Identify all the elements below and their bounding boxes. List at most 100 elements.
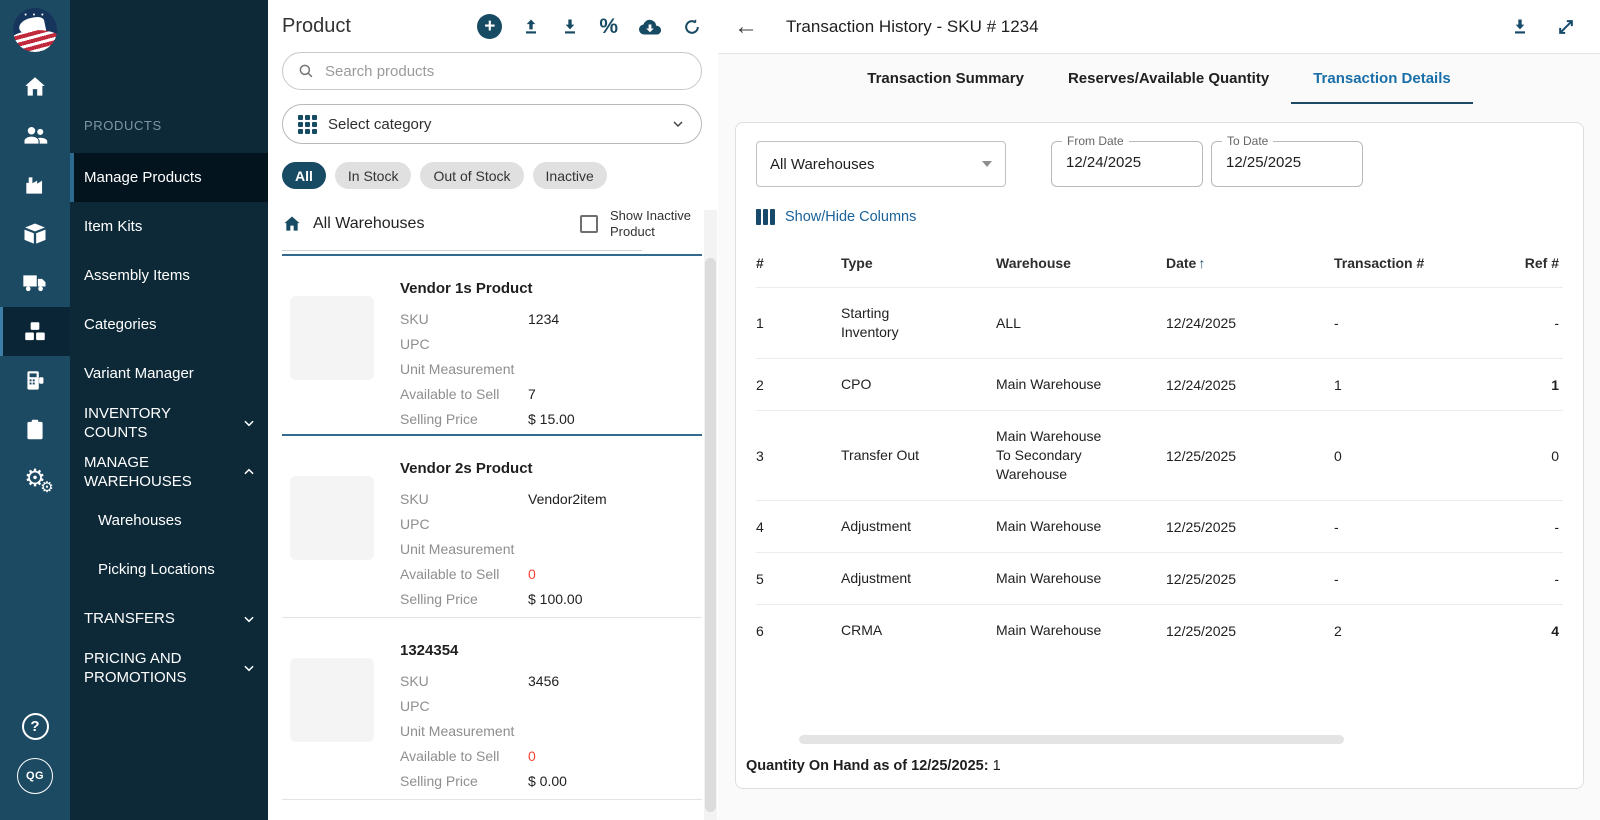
sidebar-item-inventory-counts[interactable]: INVENTORY COUNTS — [70, 398, 268, 447]
sidebar-item-pricing-promotions[interactable]: PRICING AND PROMOTIONS — [70, 643, 268, 692]
sidebar-item-variant-manager[interactable]: Variant Manager — [70, 349, 268, 398]
show-hide-columns-button[interactable]: Show/Hide Columns — [756, 209, 1563, 225]
table-header-row: # Type Warehouse Date↑ Transaction # Ref… — [756, 241, 1563, 288]
sidebar-item-assembly-items[interactable]: Assembly Items — [70, 251, 268, 300]
filter-chip-all[interactable]: All — [282, 162, 326, 189]
scrollbar-thumb[interactable] — [705, 258, 716, 812]
table-row: 3 Transfer Out Main Warehouse To Seconda… — [756, 411, 1563, 501]
quantity-on-hand-value: 1 — [993, 758, 1001, 774]
logo-stripes — [13, 30, 57, 52]
ref-number-link[interactable]: 4 — [1502, 605, 1563, 657]
tab-transaction-summary[interactable]: Transaction Summary — [845, 54, 1046, 104]
product-panel-title: Product — [282, 15, 351, 38]
sidebar-item-transfers[interactable]: TRANSFERS — [70, 594, 268, 643]
filter-chip-out-of-stock[interactable]: Out of Stock — [420, 162, 523, 189]
discount-percent-icon[interactable]: % — [599, 15, 618, 39]
add-product-button[interactable]: + — [477, 14, 502, 39]
cloud-download-icon[interactable] — [637, 16, 663, 38]
chevron-down-icon — [242, 661, 256, 675]
pos-terminal-icon[interactable] — [0, 356, 70, 405]
users-icon[interactable] — [0, 111, 70, 160]
vertical-scrollbar[interactable] — [704, 210, 717, 820]
show-inactive-label: Show Inactive Product — [610, 208, 702, 240]
product-sku: 3456 — [528, 673, 559, 689]
sidebar-item-item-kits[interactable]: Item Kits — [70, 202, 268, 251]
sidebar-item-warehouses[interactable]: Warehouses — [70, 496, 268, 545]
open-box-icon[interactable] — [0, 209, 70, 258]
category-select-value: Select category — [328, 116, 431, 133]
horizontal-scrollbar[interactable] — [799, 735, 1344, 744]
sidebar-item-picking-locations[interactable]: Picking Locations — [70, 545, 268, 594]
col-header-warehouse[interactable]: Warehouse — [996, 241, 1166, 288]
table-row: 4 Adjustment Main Warehouse 12/25/2025 -… — [756, 501, 1563, 553]
product-list: Vendor 1s Product SKU1234 UPC Unit Measu… — [282, 254, 702, 800]
transaction-details-card: All Warehouses From Date 12/24/2025 To D… — [735, 122, 1584, 789]
home-icon[interactable] — [0, 62, 70, 111]
avatar[interactable]: QG — [17, 758, 53, 794]
download-icon[interactable] — [1510, 17, 1530, 37]
product-price: $ 100.00 — [528, 591, 583, 607]
product-card-vendor2[interactable]: Vendor 2s Product SKUVendor2item UPC Uni… — [282, 436, 702, 618]
divider — [282, 250, 642, 251]
table-row: 5 Adjustment Main Warehouse 12/25/2025 -… — [756, 553, 1563, 605]
sidebar-item-manage-warehouses[interactable]: MANAGE WAREHOUSES — [70, 447, 268, 496]
warehouse-selector-value[interactable]: All Warehouses — [313, 215, 424, 233]
warehouse-filter-value: All Warehouses — [770, 156, 875, 173]
product-sku: Vendor2item — [528, 491, 607, 507]
ref-number-link[interactable]: 1 — [1502, 359, 1563, 411]
back-arrow-icon[interactable]: ← — [734, 15, 758, 39]
pallet-icon[interactable] — [0, 307, 70, 356]
product-card-1324354[interactable]: 1324354 SKU3456 UPC Unit Measurement Ava… — [282, 618, 702, 800]
filter-chip-in-stock[interactable]: In Stock — [335, 162, 412, 189]
sidebar-item-manage-products[interactable]: Manage Products — [70, 153, 268, 202]
expand-fullscreen-icon[interactable] — [1556, 17, 1576, 37]
settings-gears-icon[interactable]: ⚙⚙ — [0, 454, 70, 503]
transaction-table: # Type Warehouse Date↑ Transaction # Ref… — [756, 241, 1563, 656]
stock-filter-chips: All In Stock Out of Stock Inactive — [282, 162, 702, 189]
truck-icon[interactable] — [0, 258, 70, 307]
refresh-icon[interactable] — [682, 17, 702, 37]
to-date-label: To Date — [1222, 134, 1273, 148]
search-input[interactable] — [325, 63, 687, 80]
product-card-vendor1[interactable]: Vendor 1s Product SKU1234 UPC Unit Measu… — [282, 254, 702, 436]
product-available: 7 — [528, 386, 536, 402]
chevron-down-icon — [242, 416, 256, 430]
warehouse-filter-select[interactable]: All Warehouses — [756, 141, 1006, 187]
col-header-type[interactable]: Type — [841, 241, 996, 288]
product-sku: 1234 — [528, 311, 559, 327]
transaction-history-title: Transaction History - SKU # 1234 — [786, 17, 1039, 37]
chevron-down-icon — [670, 116, 686, 132]
export-download-icon[interactable] — [560, 17, 580, 37]
from-date-field[interactable]: From Date 12/24/2025 — [1051, 141, 1203, 187]
filter-chip-inactive[interactable]: Inactive — [533, 162, 607, 189]
factory-icon[interactable] — [0, 160, 70, 209]
nav-section-products: PRODUCTS — [70, 118, 268, 133]
product-available: 0 — [528, 566, 536, 582]
tab-transaction-details[interactable]: Transaction Details — [1291, 54, 1473, 104]
product-name: Vendor 2s Product — [400, 460, 702, 477]
help-icon[interactable]: ? — [22, 713, 49, 740]
clipboard-icon[interactable] — [0, 405, 70, 454]
dropdown-caret-icon — [982, 161, 992, 167]
quantity-on-hand: Quantity On Hand as of 12/25/2025: 1 — [746, 758, 1001, 774]
category-select[interactable]: Select category — [282, 104, 702, 144]
table-row: 6 CRMA Main Warehouse 12/25/2025 2 4 — [756, 605, 1563, 657]
show-inactive-checkbox[interactable] — [580, 215, 598, 233]
col-header-ref[interactable]: Ref # — [1502, 241, 1563, 288]
to-date-field[interactable]: To Date 12/25/2025 — [1211, 141, 1363, 187]
product-image-placeholder — [290, 476, 374, 560]
sidebar-item-categories[interactable]: Categories — [70, 300, 268, 349]
sort-ascending-icon: ↑ — [1198, 255, 1205, 271]
col-header-transaction[interactable]: Transaction # — [1334, 241, 1502, 288]
warehouse-home-icon[interactable] — [282, 214, 302, 234]
tab-reserves-available-quantity[interactable]: Reserves/Available Quantity — [1046, 54, 1291, 104]
product-image-placeholder — [290, 658, 374, 742]
import-upload-icon[interactable] — [521, 17, 541, 37]
col-header-num[interactable]: # — [756, 241, 841, 288]
product-price: $ 0.00 — [528, 773, 567, 789]
sidebar-nav: PRODUCTS Manage Products Item Kits Assem… — [70, 0, 268, 820]
search-icon — [297, 62, 315, 80]
chevron-up-icon — [242, 465, 256, 479]
product-panel: Product + % Select category — [268, 0, 718, 820]
col-header-date[interactable]: Date↑ — [1166, 241, 1334, 288]
